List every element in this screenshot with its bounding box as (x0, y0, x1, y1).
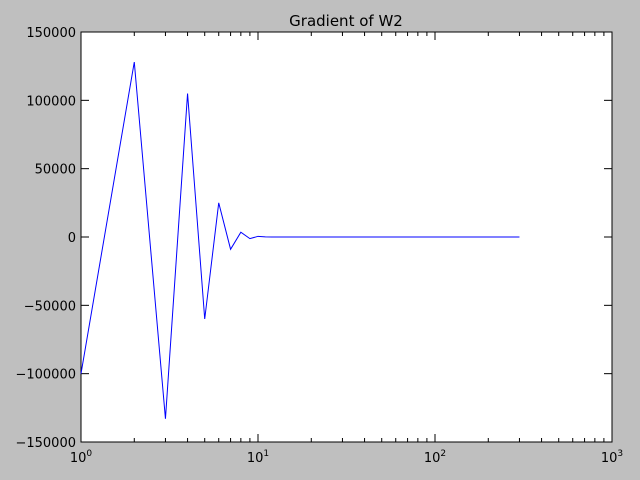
series-line (80, 61, 520, 419)
x-tick-label-base: 10 (424, 451, 441, 466)
x-tick-label-exponent: 0 (86, 449, 92, 459)
x-tick-label-exponent: 1 (263, 449, 269, 459)
x-tick-label: 101 (247, 449, 269, 466)
chart-title: Gradient of W2 (289, 12, 403, 30)
y-tick-label: 50000 (35, 163, 76, 178)
tick-labels: 150000100000500000−50000−100000−15000010… (15, 26, 623, 466)
x-tick-label: 103 (601, 449, 623, 466)
y-tick-label: 100000 (26, 94, 76, 109)
axis-ticks (80, 31, 613, 443)
x-tick-label: 100 (70, 449, 93, 466)
y-tick-label: −50000 (24, 299, 76, 314)
x-tick-label-base: 10 (70, 451, 87, 466)
x-tick-label: 102 (424, 449, 446, 466)
x-tick-label-base: 10 (601, 451, 618, 466)
y-tick-label: −150000 (15, 436, 76, 451)
y-tick-label: 0 (68, 231, 76, 246)
y-tick-label: 150000 (26, 26, 76, 41)
y-tick-label: −100000 (15, 368, 76, 383)
x-tick-label-exponent: 3 (617, 449, 623, 459)
x-tick-label-exponent: 2 (440, 449, 446, 459)
x-tick-label-base: 10 (247, 451, 264, 466)
